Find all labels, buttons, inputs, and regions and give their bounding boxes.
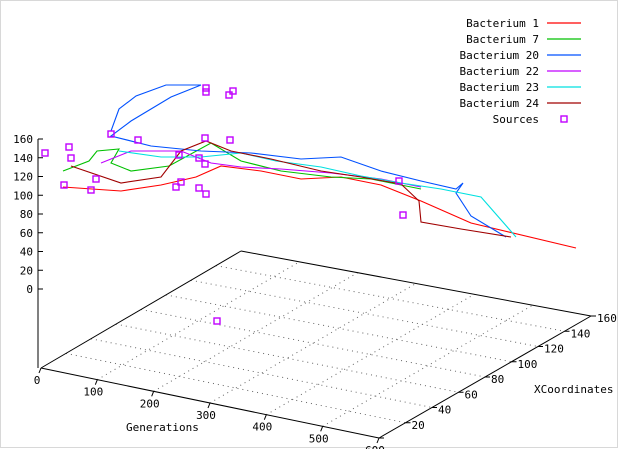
x-tick-label: 200 — [140, 397, 160, 410]
source-marker — [60, 181, 68, 189]
source-marker — [195, 154, 203, 162]
source-marker — [134, 136, 142, 144]
source-marker — [395, 177, 403, 185]
z-tick-label: 100 — [13, 189, 33, 202]
z-tick-label: 60 — [20, 227, 33, 240]
x-tick-mark — [320, 426, 324, 432]
source-marker — [201, 160, 209, 168]
legend-label: Bacterium 22 — [460, 65, 539, 78]
y-tick-label: 80 — [491, 373, 504, 386]
legend-label: Bacterium 7 — [466, 33, 539, 46]
legend-label: Bacterium 1 — [466, 17, 539, 30]
y-tick-label: 140 — [571, 327, 591, 340]
z-tick-label: 80 — [20, 208, 33, 221]
x-tick-label: 100 — [83, 386, 103, 399]
source-marker — [202, 190, 210, 198]
y-tick-label: 160 — [597, 312, 617, 325]
z-tick-label: 160 — [13, 133, 33, 146]
y-tick-label: 120 — [544, 343, 564, 356]
source-marker — [67, 154, 75, 162]
source-marker — [41, 149, 49, 157]
series-line — [118, 150, 517, 238]
grid-line-x — [153, 272, 358, 392]
source-marker — [175, 151, 183, 159]
source-marker — [107, 130, 115, 138]
source-marker — [202, 88, 210, 96]
source-marker — [201, 134, 209, 142]
grid-line-y — [115, 323, 459, 393]
z-tick-label: 0 — [26, 283, 33, 296]
z-axis-ticks: 0 20 40 60 80 100 120 140 160 — [13, 133, 43, 296]
y-tick-label: 40 — [438, 404, 451, 417]
source-marker — [92, 175, 100, 183]
floor-axes — [40, 250, 592, 439]
series-line — [70, 140, 512, 238]
x-axis-ticks: 0 100 200 300 400 500 600 — [34, 367, 385, 449]
grid-line-x — [266, 293, 475, 416]
x-tick-label: 500 — [309, 432, 329, 445]
x-tick-label: 300 — [196, 409, 216, 422]
x-tick-label: 400 — [252, 421, 272, 434]
source-marker — [172, 183, 180, 191]
source-marker — [213, 317, 221, 325]
grid-line-y — [140, 309, 486, 378]
x-tick-mark — [38, 367, 42, 374]
grid-line-x — [322, 304, 533, 427]
grid-line-y — [165, 294, 512, 363]
source-marker — [87, 186, 95, 194]
y-tick-label: 20 — [412, 419, 425, 432]
legend-source-marker — [560, 115, 568, 123]
x-tick-label: 600 — [365, 444, 385, 449]
legend: Bacterium 1 Bacterium 7 Bacterium 20 Bacter… — [460, 17, 581, 126]
source-marker — [226, 136, 234, 144]
x-tick-mark — [207, 402, 211, 409]
source-marker — [177, 178, 185, 186]
legend-label: Bacterium 24 — [460, 97, 540, 110]
y-axis-label: XCoordinates — [534, 383, 613, 396]
x-tick-mark — [376, 437, 380, 444]
x-tick-mark — [263, 414, 267, 420]
source-markers — [41, 84, 407, 325]
floor-grid — [65, 261, 565, 427]
x-tick-mark — [151, 391, 155, 397]
source-marker — [202, 84, 210, 92]
source-marker — [229, 87, 237, 95]
y-tick-label: 100 — [518, 358, 538, 371]
floor-back-edge — [240, 250, 592, 317]
x-tick-label: 0 — [34, 374, 41, 387]
series-lines — [62, 84, 577, 249]
z-tick-label: 140 — [13, 152, 33, 165]
source-marker — [195, 184, 203, 192]
x-tick-mark — [94, 379, 98, 385]
grid-line-y — [215, 265, 565, 332]
grid-line-y — [65, 352, 406, 424]
y-tick-label: 60 — [465, 388, 478, 401]
grid-line-y — [190, 279, 539, 347]
series-line — [109, 84, 507, 238]
z-tick-label: 40 — [20, 246, 33, 259]
source-marker — [225, 91, 233, 99]
legend-label-sources: Sources — [493, 113, 539, 126]
x-axis-label: Generations — [126, 421, 199, 434]
series-line — [62, 165, 577, 249]
floor-back-left-edge — [40, 250, 242, 369]
source-marker — [65, 143, 73, 151]
source-marker — [399, 211, 407, 219]
legend-label: Bacterium 20 — [460, 49, 539, 62]
z-tick-label: 20 — [20, 264, 33, 277]
legend-label: Bacterium 23 — [460, 81, 539, 94]
z-tick-label: 120 — [13, 171, 33, 184]
y-axis-ticks: 20 40 60 80 100 120 140 160 — [379, 312, 617, 439]
